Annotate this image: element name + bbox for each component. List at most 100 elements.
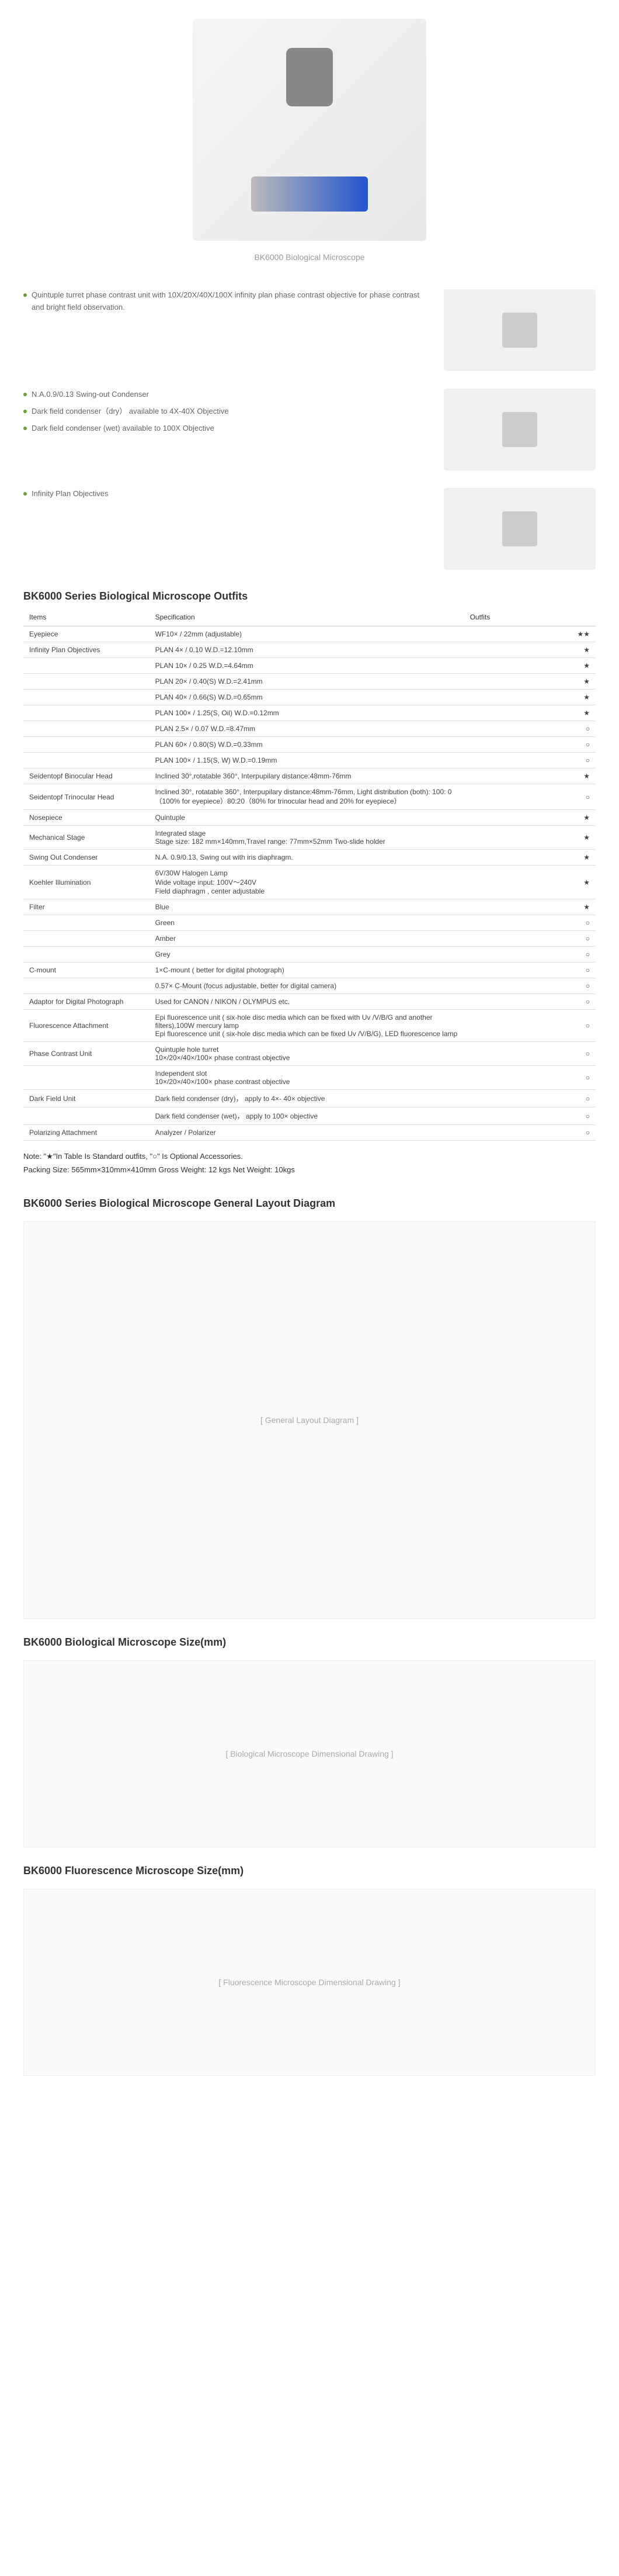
spec-item-cell <box>23 978 149 994</box>
table-row: Adaptor for Digital PhotographUsed for C… <box>23 994 596 1010</box>
table-row: PLAN 100× / 1.15(S, W) W.D.=0.19mm○ <box>23 753 596 768</box>
table-row: Polarizing AttachmentAnalyzer / Polarize… <box>23 1125 596 1141</box>
table-row: Seidentopf Trinocular HeadInclined 30°, … <box>23 784 596 810</box>
table-row: PLAN 10× / 0.25 W.D.=4.64mm★ <box>23 658 596 674</box>
table-row: EyepieceWF10× / 22mm (adjustable)★★ <box>23 626 596 642</box>
spec-item-cell <box>23 674 149 690</box>
spec-spec-cell: Quintuple <box>149 810 464 826</box>
spec-item-cell: Phase Contrast Unit <box>23 1042 149 1066</box>
table-row: Phase Contrast UnitQuintuple hole turret… <box>23 1042 596 1066</box>
spec-spec-cell: 1×C-mount ( better for digital photograp… <box>149 962 464 978</box>
table-row: Dark field condenser (wet)， apply to 100… <box>23 1107 596 1125</box>
spec-item-cell <box>23 1066 149 1090</box>
table-row: Infinity Plan ObjectivesPLAN 4× / 0.10 W… <box>23 642 596 658</box>
table-row: Koehler Illumination6V/30W Halogen Lamp … <box>23 865 596 899</box>
spec-item-cell: Seidentopf Trinocular Head <box>23 784 149 810</box>
size1-diagram: [ Biological Microscope Dimensional Draw… <box>23 1660 596 1847</box>
spec-spec-cell: Dark field condenser (wet)， apply to 100… <box>149 1107 464 1125</box>
feature-1-item-0: Quintuple turret phase contrast unit wit… <box>32 289 426 314</box>
spec-spec-cell: N.A. 0.9/0.13, Swing out with iris diaph… <box>149 850 464 865</box>
table-row: Swing Out CondenserN.A. 0.9/0.13, Swing … <box>23 850 596 865</box>
spec-outfit-cell: ★★ <box>464 626 596 642</box>
feature-row-2: N.A.0.9/0.13 Swing-out Condenser Dark fi… <box>0 380 619 479</box>
spec-item-cell: Mechanical Stage <box>23 826 149 850</box>
feature-row-3: Infinity Plan Objectives <box>0 479 619 579</box>
spec-spec-cell: Inclined 30°,rotatable 360°, Interpupila… <box>149 768 464 784</box>
table-row: 0.57× C-Mount (focus adjustable, better … <box>23 978 596 994</box>
feature-text-3: Infinity Plan Objectives <box>23 488 426 505</box>
spec-item-cell <box>23 658 149 674</box>
spec-spec-cell: PLAN 10× / 0.25 W.D.=4.64mm <box>149 658 464 674</box>
table-row: Fluorescence AttachmentEpi fluorescence … <box>23 1010 596 1042</box>
feature-row-1: Quintuple turret phase contrast unit wit… <box>0 281 619 380</box>
spec-item-cell <box>23 931 149 947</box>
spec-outfit-cell: ○ <box>464 753 596 768</box>
spec-item-cell <box>23 737 149 753</box>
spec-spec-cell: Quintuple hole turret 10×/20×/40×/100× p… <box>149 1042 464 1066</box>
spec-outfit-cell: ○ <box>464 978 596 994</box>
spec-spec-cell: Dark field condenser (dry)， apply to 4×-… <box>149 1090 464 1107</box>
spec-spec-cell: PLAN 20× / 0.40(S) W.D.=2.41mm <box>149 674 464 690</box>
feature-image-2 <box>444 389 596 470</box>
spec-spec-cell: Blue <box>149 899 464 915</box>
spec-outfit-cell: ★ <box>464 674 596 690</box>
spec-item-cell <box>23 947 149 962</box>
spec-item-cell: Koehler Illumination <box>23 865 149 899</box>
spec-spec-cell: PLAN 100× / 1.25(S, Oil) W.D.=0.12mm <box>149 705 464 721</box>
spec-outfit-cell: ○ <box>464 1010 596 1042</box>
spec-item-cell: Infinity Plan Objectives <box>23 642 149 658</box>
spec-outfit-cell: ★ <box>464 810 596 826</box>
size1-title: BK6000 Biological Microscope Size(mm) <box>0 1625 619 1654</box>
hero-section: BK6000 Biological Microscope <box>0 0 619 281</box>
spec-section-title: BK6000 Series Biological Microscope Outf… <box>0 579 619 608</box>
table-row: Seidentopf Binocular HeadInclined 30°,ro… <box>23 768 596 784</box>
spec-table: Items Specification Outfits EyepieceWF10… <box>23 608 596 1141</box>
table-row: Green○ <box>23 915 596 931</box>
spec-header-spec: Specification <box>149 608 464 626</box>
feature-text-1: Quintuple turret phase contrast unit wit… <box>23 289 426 318</box>
table-row: Amber○ <box>23 931 596 947</box>
spec-spec-cell: PLAN 60× / 0.80(S) W.D.=0.33mm <box>149 737 464 753</box>
table-row: PLAN 40× / 0.66(S) W.D.=0.65mm★ <box>23 690 596 705</box>
size2-title: BK6000 Fluorescence Microscope Size(mm) <box>0 1853 619 1883</box>
table-row: PLAN 100× / 1.25(S, Oil) W.D.=0.12mm★ <box>23 705 596 721</box>
spec-outfit-cell: ★ <box>464 642 596 658</box>
feature-2-item-2: Dark field condenser (wet) available to … <box>32 423 214 435</box>
table-row: Independent slot 10×/20×/40×/100× phase … <box>23 1066 596 1090</box>
feature-2-item-1: Dark field condenser（dry） available to 4… <box>32 406 228 418</box>
spec-item-cell: C-mount <box>23 962 149 978</box>
notes-line-2: Packing Size: 565mm×310mm×410mm Gross We… <box>23 1163 596 1176</box>
spec-spec-cell: Inclined 30°, rotatable 360°, Interpupil… <box>149 784 464 810</box>
spec-spec-cell: PLAN 100× / 1.15(S, W) W.D.=0.19mm <box>149 753 464 768</box>
spec-outfit-cell: ○ <box>464 721 596 737</box>
table-row: Mechanical StageIntegrated stage Stage s… <box>23 826 596 850</box>
feature-text-2: N.A.0.9/0.13 Swing-out Condenser Dark fi… <box>23 389 426 439</box>
spec-outfit-cell: ○ <box>464 994 596 1010</box>
spec-outfit-cell: ○ <box>464 737 596 753</box>
spec-outfit-cell: ○ <box>464 931 596 947</box>
feature-2-item-0: N.A.0.9/0.13 Swing-out Condenser <box>32 389 149 401</box>
spec-item-cell: Dark Field Unit <box>23 1090 149 1107</box>
feature-image-3 <box>444 488 596 570</box>
notes-block: Note: "★"In Table Is Standard outfits, "… <box>0 1141 619 1186</box>
notes-line-1: Note: "★"In Table Is Standard outfits, "… <box>23 1149 596 1163</box>
spec-spec-cell: Analyzer / Polarizer <box>149 1125 464 1141</box>
spec-outfit-cell: ○ <box>464 784 596 810</box>
table-row: PLAN 60× / 0.80(S) W.D.=0.33mm○ <box>23 737 596 753</box>
spec-outfit-cell: ★ <box>464 899 596 915</box>
layout-diagram: [ General Layout Diagram ] <box>23 1221 596 1619</box>
feature-image-1 <box>444 289 596 371</box>
spec-spec-cell: 0.57× C-Mount (focus adjustable, better … <box>149 978 464 994</box>
table-row: PLAN 20× / 0.40(S) W.D.=2.41mm★ <box>23 674 596 690</box>
spec-spec-cell: Green <box>149 915 464 931</box>
table-row: Dark Field UnitDark field condenser (dry… <box>23 1090 596 1107</box>
spec-item-cell: Swing Out Condenser <box>23 850 149 865</box>
spec-outfit-cell: ★ <box>464 865 596 899</box>
spec-spec-cell: WF10× / 22mm (adjustable) <box>149 626 464 642</box>
spec-item-cell: Filter <box>23 899 149 915</box>
spec-outfit-cell: ○ <box>464 947 596 962</box>
spec-item-cell: Eyepiece <box>23 626 149 642</box>
spec-item-cell <box>23 915 149 931</box>
spec-item-cell: Nosepiece <box>23 810 149 826</box>
spec-outfit-cell: ★ <box>464 705 596 721</box>
